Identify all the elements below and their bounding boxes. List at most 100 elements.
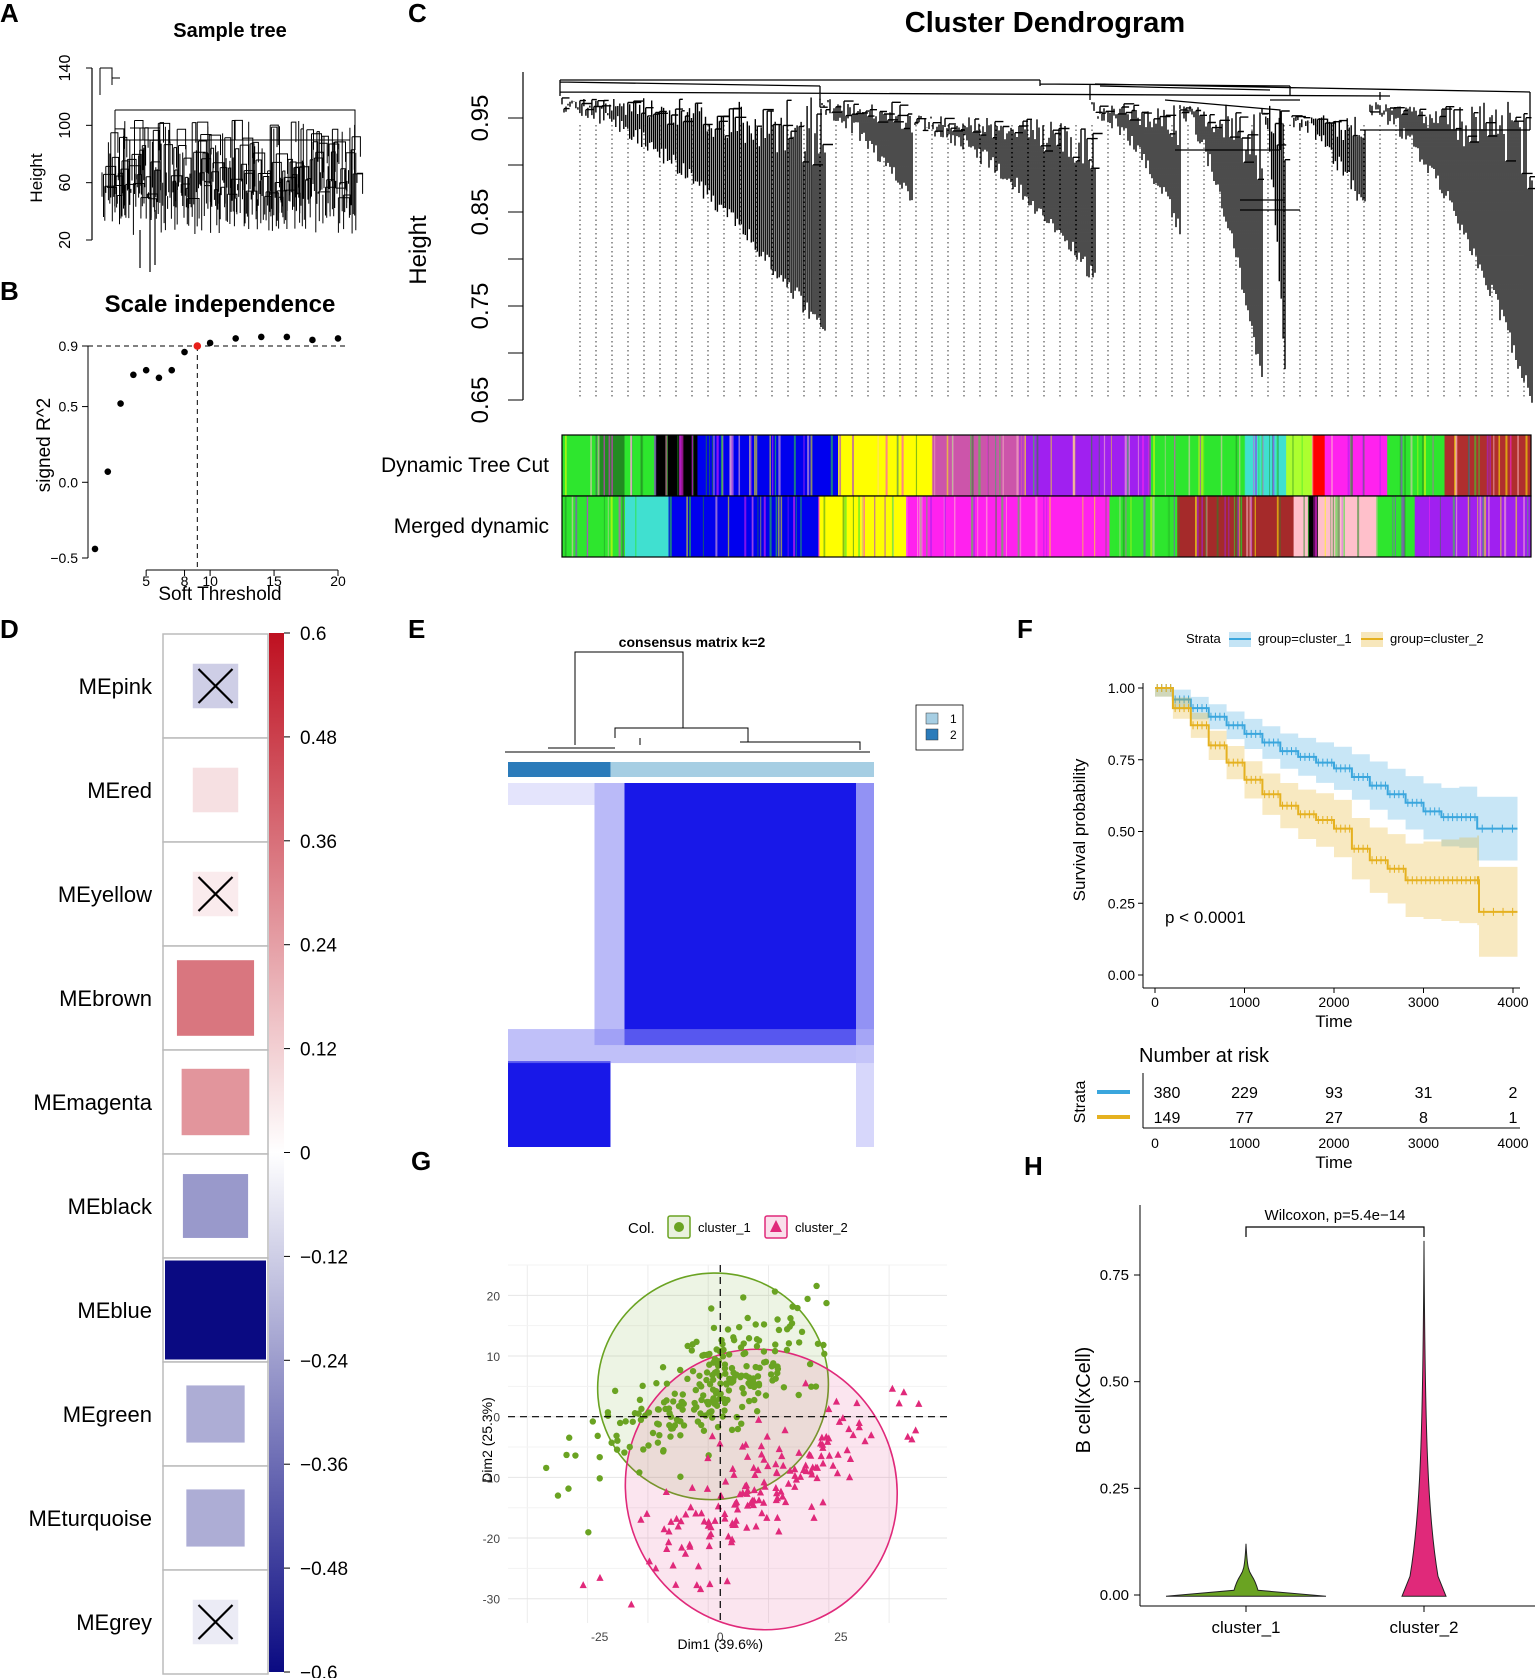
panel-g-point: [554, 1492, 562, 1499]
panel-c-colorbar-label: Merged dynamic: [394, 515, 549, 538]
panel-g-point: [731, 1499, 740, 1507]
panel-g-point: [681, 1549, 690, 1557]
panel-b-point: [334, 335, 342, 342]
panel-c-color-streak: [1105, 496, 1107, 557]
panel-c-color-streak: [1049, 496, 1051, 557]
panel-g-point: [775, 1527, 783, 1535]
panel-c-color-streak: [780, 496, 783, 557]
panel-g-point: [762, 1392, 770, 1399]
panel-g-point: [809, 1463, 817, 1471]
panel-g-point: [662, 1405, 669, 1413]
panel-g-point: [760, 1455, 768, 1463]
panel-c-color-streak: [571, 496, 574, 557]
panel-d-row-label: MEmagenta: [33, 1090, 152, 1115]
panel-g-point: [677, 1432, 684, 1439]
panel-g-ytick-label: -20: [483, 1532, 501, 1546]
panel-f-risk-value: 77: [1236, 1110, 1254, 1127]
panel-c-color-streak: [787, 496, 789, 557]
panel-g-point: [745, 1397, 753, 1405]
panel-letter-C: C: [408, 0, 427, 28]
panel-g-point: [719, 1340, 726, 1348]
panel-c-color-streak: [970, 435, 972, 496]
panel-c-color-streak: [757, 496, 759, 557]
panel-b-point: [104, 468, 112, 475]
panel-f-risk-xtick-label: 3000: [1408, 1135, 1439, 1151]
panel-g-point: [719, 1413, 726, 1420]
panel-c-color-streak: [1022, 435, 1024, 496]
panel-c-color-streak: [1478, 435, 1480, 496]
panel-g-point: [814, 1340, 822, 1347]
panel-d-row-label: MEblue: [77, 1298, 152, 1323]
panel-a-tree-outliers: [139, 200, 156, 272]
panel-c-color-streak: [727, 496, 730, 557]
panel-c-color-segment: [1177, 496, 1295, 557]
panel-g-xlabel: Dim1 (39.6%): [677, 1636, 763, 1652]
panel-f-legend-title: Strata: [1186, 631, 1221, 646]
panel-c-color-streak: [1196, 496, 1199, 557]
panel-c-color-streak: [1240, 496, 1243, 557]
panel-c-color-streak: [1296, 496, 1299, 557]
panel-g-point: [716, 1439, 724, 1447]
panel-g-point: [808, 1502, 816, 1510]
panel-c-color-streak: [1469, 496, 1471, 557]
panel-g-point: [708, 1305, 715, 1312]
panel-c-color-streak: [838, 435, 842, 496]
panel-g-point: [798, 1328, 806, 1336]
panel-g-point: [684, 1342, 691, 1350]
panel-g-point: [820, 1341, 827, 1349]
panel-c-color-streak: [1141, 435, 1145, 496]
panel-c-color-streak: [1341, 435, 1344, 496]
panel-c-color-streak: [1307, 496, 1310, 557]
panel-g-point: [611, 1387, 619, 1395]
panel-g-point: [678, 1398, 685, 1406]
panel-g-point: [915, 1399, 923, 1407]
panel-letter-H: H: [1024, 1151, 1043, 1181]
panel-c-color-streak: [800, 496, 802, 557]
panel-g-point: [621, 1449, 628, 1456]
panel-g-point: [716, 1372, 723, 1379]
panel-g-point: [845, 1473, 854, 1481]
panel-g-point: [629, 1418, 636, 1425]
panel-g-point: [754, 1373, 762, 1380]
panel-c-color-streak: [775, 496, 778, 557]
panel-c-color-streak: [641, 435, 644, 496]
panel-g-point: [800, 1466, 808, 1474]
panel-g-point: [817, 1452, 825, 1460]
panel-c-color-streak: [1072, 435, 1076, 496]
panel-g-point: [694, 1418, 702, 1425]
panel-g-point: [705, 1542, 713, 1550]
panel-g-point: [724, 1532, 732, 1540]
panel-c-color-segment: [624, 496, 670, 557]
panel-c-color-streak: [807, 435, 810, 496]
panel-c-color-streak: [943, 496, 945, 557]
panel-f-xtick-label: 2000: [1318, 994, 1349, 1010]
panel-g-point: [671, 1390, 678, 1397]
panel-c-color-streak: [1423, 435, 1426, 496]
panel-f-xtick-label: 4000: [1497, 994, 1528, 1010]
panel-g-point: [613, 1446, 621, 1453]
panel-g-point: [760, 1321, 768, 1328]
panel-c-color-streak: [1143, 496, 1146, 557]
panel-g-point: [781, 1426, 789, 1434]
panel-c-color-streak: [1005, 496, 1007, 557]
panel-g-point: [752, 1321, 759, 1328]
panel-c-color-streak: [861, 496, 863, 557]
panel-c-color-streak: [973, 496, 975, 557]
panel-g-point: [819, 1443, 827, 1451]
panel-c-color-streak: [1253, 435, 1255, 496]
panel-g-point: [796, 1472, 805, 1480]
panel-c-color-streak: [769, 496, 772, 557]
panel-g-point: [616, 1419, 624, 1427]
panel-g-point: [721, 1365, 729, 1372]
panel-c-color-streak: [866, 435, 868, 496]
panel-g-point: [728, 1535, 736, 1543]
panel-f-survival-curve: Strata group=cluster_1 group=cluster_2 0.00…: [1070, 631, 1529, 1172]
panel-g-legend-label: cluster_2: [795, 1220, 848, 1235]
panel-c-color-streak: [1527, 496, 1529, 557]
panel-e-consensus-matrix: consensus matrix k=2 1 2: [505, 634, 964, 1147]
panel-c-color-streak: [1428, 435, 1430, 496]
panel-g-point: [682, 1510, 690, 1518]
panel-g-point: [846, 1454, 855, 1462]
panel-f-ylabel: Survival probability: [1070, 758, 1089, 901]
panel-c-color-streak: [920, 496, 923, 557]
